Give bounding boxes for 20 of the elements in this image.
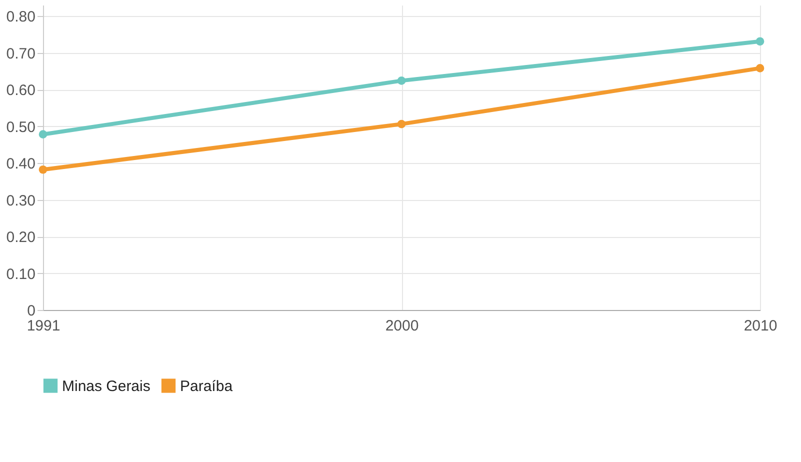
- point: [38, 165, 48, 174]
- y-tick-label: 0.80: [6, 8, 36, 26]
- y-tick-label: 0.50: [6, 118, 36, 136]
- point: [756, 37, 764, 46]
- y-tick-label: 0.30: [6, 192, 36, 210]
- point: [397, 76, 406, 85]
- x-tick-label: 1991: [26, 318, 60, 334]
- y-tick-label: 0.40: [6, 156, 36, 173]
- y-tick-label: 0.60: [6, 82, 36, 100]
- point: [756, 64, 764, 72]
- legend-label: Minas Gerais: [62, 378, 150, 395]
- point: [38, 130, 48, 139]
- point: [397, 120, 406, 128]
- legend-label: Paraíba: [180, 378, 234, 395]
- y-tick-label: 0.20: [6, 229, 36, 246]
- y-tick-label: 0.70: [6, 45, 36, 62]
- y-tick-label: 0: [27, 302, 36, 320]
- y-tick-label: 0.10: [6, 266, 36, 283]
- x-tick-label: 2000: [385, 318, 419, 334]
- x-tick-label: 2010: [744, 318, 778, 334]
